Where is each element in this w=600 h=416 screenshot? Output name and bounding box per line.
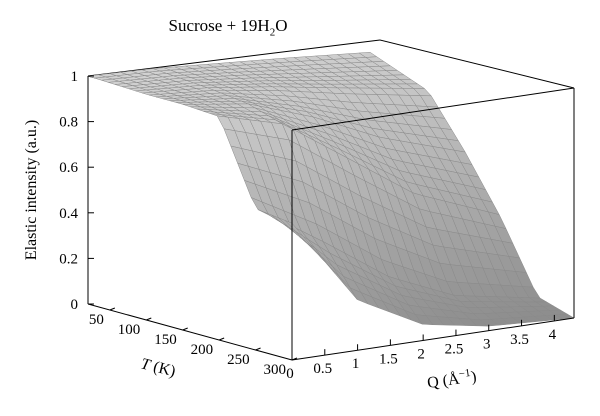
q-tick-label: 1.5: [379, 351, 398, 367]
z-tick-label: 0.2: [59, 251, 78, 267]
t-tick-label: 300: [264, 362, 287, 378]
q-tick-label: 3.5: [510, 332, 529, 348]
q-tick-label: 3: [483, 337, 491, 353]
z-tick-label: 0: [71, 297, 79, 313]
q-tick-label: 0.5: [313, 361, 332, 377]
z-tick-label: 0.4: [59, 206, 78, 222]
z-tick-label: 0.8: [59, 115, 78, 131]
t-tick-mark: [146, 317, 152, 321]
q-tick-label: 2: [417, 346, 425, 362]
t-tick-label: 100: [118, 322, 141, 338]
box-edge-back-top-far: [379, 39, 575, 89]
q-tick-label: 4: [549, 327, 557, 343]
z-tick-label: 0.6: [59, 160, 78, 176]
t-axis-label: T (K): [139, 355, 177, 380]
t-tick-label: 50: [89, 312, 104, 328]
q-axis-line: [291, 317, 575, 361]
q-axis-label: Q (Å−1): [426, 366, 478, 392]
chart-title: Sucrose + 19H2O: [168, 16, 288, 39]
q-tick-label: 2.5: [445, 342, 464, 358]
t-tick-label: 200: [191, 342, 214, 358]
t-tick-label: 150: [154, 332, 177, 348]
t-axis-line: [87, 303, 293, 361]
z-axis-ticks: 0 0.2 0.4 0.6 0.8 1: [59, 69, 94, 313]
box-edge-back-top-right: [87, 39, 381, 77]
t-tick-mark: [255, 347, 261, 351]
z-axis-label: Elastic intensity (a.u.): [23, 120, 40, 260]
q-axis-ticks: 0 0.5 1 1.5 2 2.5 3 3.5 4: [286, 314, 557, 382]
q-tick-label: 0: [286, 366, 294, 382]
t-tick-mark: [291, 357, 298, 361]
q-tick-label: 1: [352, 356, 360, 372]
t-tick-mark: [109, 307, 116, 311]
t-axis-ticks: 50 100 150 200 250 300: [89, 307, 298, 378]
t-tick-mark: [182, 327, 188, 331]
t-tick-label: 250: [227, 352, 250, 368]
z-tick-label: 1: [71, 69, 79, 85]
t-tick-mark: [218, 337, 225, 341]
box-edge-front-top: [291, 87, 575, 131]
plot-box-front: [87, 87, 575, 361]
surface-mesh: [87, 51, 575, 327]
